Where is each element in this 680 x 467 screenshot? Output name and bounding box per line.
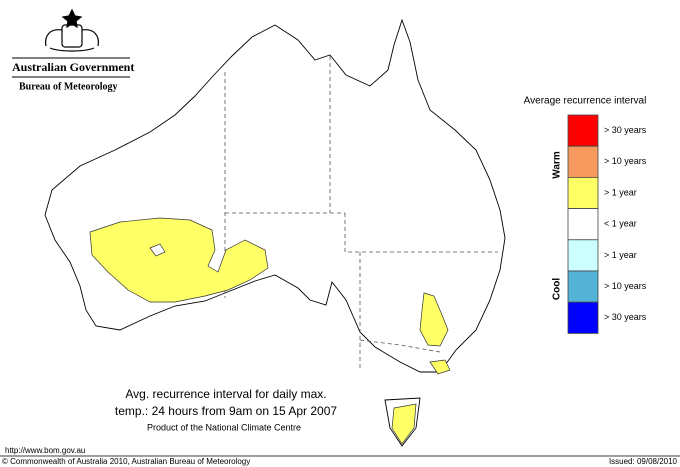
legend-label: > 30 years [604, 125, 647, 135]
legend-title: Average recurrence interval [524, 96, 647, 107]
map [44, 18, 506, 447]
legend-label: > 10 years [604, 281, 647, 291]
cool-label: Cool [552, 278, 563, 300]
caption: temp.: 24 hours from 9am on 15 Apr 2007 [115, 404, 337, 418]
legend-swatch [567, 208, 599, 241]
legend: Average recurrence interval Warm Cool > … [524, 96, 647, 334]
warm-region [391, 403, 417, 445]
legend-swatch [567, 114, 599, 147]
legend-label: < 1 year [604, 219, 637, 229]
legend-swatch [567, 239, 599, 272]
agency: Bureau of Meteorology [19, 81, 118, 92]
caption: Avg. recurrence interval for daily max. [125, 387, 326, 401]
state-border [344, 213, 498, 253]
legend-swatch [567, 145, 599, 178]
warm-region [89, 217, 269, 303]
legend-label: > 1 year [604, 187, 637, 197]
copyright: © Commonwealth of Australia 2010, Austra… [2, 457, 250, 466]
legend-label: > 1 year [604, 250, 637, 260]
legend-label: > 10 years [604, 156, 647, 166]
crest [45, 8, 99, 52]
warm-region [429, 359, 451, 375]
issued: Issued: 09/08/2010 [609, 457, 678, 466]
caption: Product of the National Climate Centre [147, 422, 301, 432]
legend-swatch [567, 301, 599, 334]
legend-swatch [567, 176, 599, 209]
warm-region [419, 292, 449, 347]
legend-label: > 30 years [604, 312, 647, 322]
warm-label: Warm [552, 151, 563, 179]
url[interactable]: http://www.bom.gov.au [5, 446, 85, 455]
government: Australian Government [12, 60, 134, 74]
legend-swatch [567, 270, 599, 303]
